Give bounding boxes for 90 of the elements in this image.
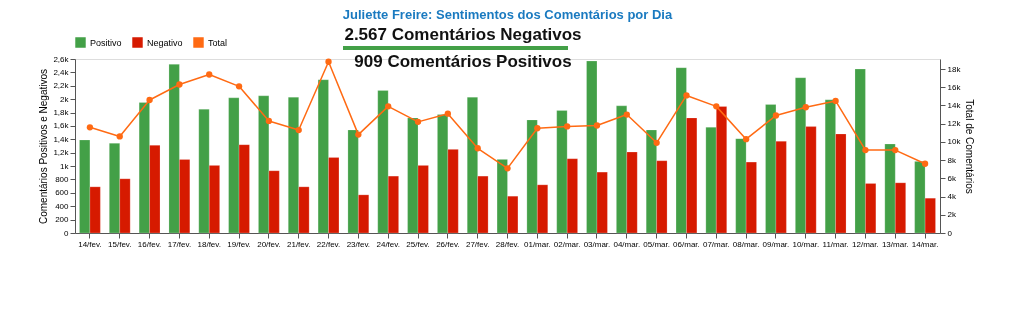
point (683, 92, 690, 99)
point (593, 122, 601, 129)
x-tick-label: 28/fev. (495, 239, 520, 249)
y-tick-label: 1,6k (53, 121, 70, 131)
point (534, 125, 541, 132)
y-tick-label: 200 (55, 215, 70, 225)
x-tick-label: 11/mar. (822, 239, 849, 249)
x-tick-label: 20/fev. (257, 239, 281, 249)
y2-tick-label: 18k (947, 64, 962, 74)
x-tick-label: 14/mar. (911, 239, 939, 249)
point (86, 124, 94, 131)
x-tick-label: 13/mar. (881, 239, 909, 249)
point (563, 123, 571, 130)
x-tick-label: 02/mar. (553, 239, 581, 249)
point (653, 139, 660, 146)
point (385, 103, 392, 110)
point (713, 103, 720, 110)
point (921, 160, 929, 167)
point (265, 117, 273, 125)
point (504, 165, 511, 172)
y-axis-title: Comentários Positivos e Negativos (38, 68, 50, 225)
y-tick-label: 0 (64, 228, 70, 238)
chart-title: Juliette Freire: Sentimentos dos Comentários por Dia (342, 7, 673, 22)
x-tick-label: 18/fev. (197, 239, 221, 249)
point (772, 112, 780, 119)
point (146, 96, 153, 104)
y2-tick-label: 12k (947, 119, 962, 129)
y-tick-label: 1,8k (53, 108, 70, 118)
y2-tick-label: 0 (947, 228, 953, 238)
x-tick-label: 09/mar. (762, 239, 790, 249)
x-tick-label: 15/fev. (108, 239, 132, 249)
x-tick-label: 23/fev. (346, 239, 371, 249)
point (444, 110, 452, 117)
y2-tick-label: 4k (947, 192, 957, 202)
x-tick-label: 27/fev. (465, 239, 490, 249)
x-tick-label: 26/fev. (436, 239, 460, 249)
y2-tick-label: 14k (947, 100, 962, 110)
x-tick-label: 19/fev. (227, 239, 251, 249)
y-tick-label: 600 (55, 188, 70, 198)
y2-tick-label: 8k (947, 155, 957, 165)
legend-label: Total (208, 37, 228, 48)
y2-tick-label: 10k (947, 137, 962, 147)
point (623, 111, 630, 118)
point (414, 118, 422, 126)
x-tick-label: 21/fev. (287, 239, 311, 249)
y2-tick-label: 2k (947, 210, 957, 220)
y-tick-label: 1k (60, 161, 70, 171)
y2-axis-title: Total de Comentários (964, 99, 976, 194)
point (295, 126, 302, 134)
x-tick-label: 12/mar. (852, 239, 879, 249)
x-tick-label: 05/mar. (643, 239, 670, 249)
point (742, 136, 750, 143)
x-tick-label: 03/mar. (583, 239, 611, 249)
point (355, 131, 362, 138)
x-tick-label: 14/fev. (78, 239, 102, 249)
point (802, 104, 809, 111)
x-tick-label: 08/mar. (732, 239, 760, 249)
x-tick-label: 01/mar. (523, 239, 551, 249)
point (832, 97, 839, 105)
x-tick-label: 17/fev. (167, 239, 192, 249)
text: 2.567 Comentários Negativos (344, 25, 582, 44)
point (474, 145, 481, 152)
point (862, 146, 869, 154)
y-tick-label: 400 (55, 201, 70, 211)
y-tick-label: 1,4k (53, 134, 70, 144)
annotation: 909 Comentários Positivos (354, 52, 572, 71)
legend-label: Positivo (90, 37, 122, 48)
y-tick-label: 2,6k (53, 54, 70, 64)
y-tick-label: 2k (60, 94, 70, 104)
y-tick-label: 800 (55, 174, 70, 184)
x-tick-label: 06/mar. (673, 239, 700, 249)
legend-label: Negativo (147, 37, 183, 48)
x-tick-label: 25/fev. (406, 239, 430, 249)
x-tick-label: 24/fev. (376, 239, 400, 249)
y-tick-label: 1,2k (53, 148, 70, 158)
x-tick-label: 04/mar. (613, 239, 641, 249)
y-tick-label: 2,2k (53, 81, 70, 91)
y-tick-label: 2,4k (53, 67, 70, 77)
x-tick-label: 10/mar. (792, 239, 820, 249)
point (116, 133, 123, 140)
x-tick-label: 07/mar. (702, 239, 730, 249)
point (235, 83, 243, 90)
point (176, 81, 183, 88)
y2-tick-label: 6k (947, 173, 957, 183)
point (206, 71, 213, 78)
point (325, 58, 332, 65)
x-tick-label: 22/fev. (316, 239, 341, 249)
y2-tick-label: 16k (947, 82, 962, 92)
x-tick-label: 16/fev. (137, 239, 162, 249)
point (892, 146, 899, 154)
